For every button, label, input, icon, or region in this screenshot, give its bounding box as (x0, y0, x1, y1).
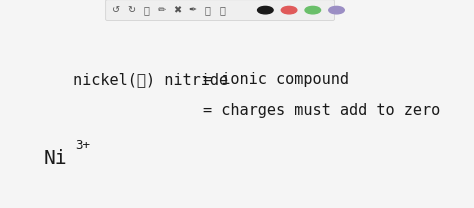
Text: 3+: 3+ (75, 139, 91, 152)
Text: Ni: Ni (43, 149, 67, 168)
Text: ↻: ↻ (128, 5, 136, 15)
Text: 🖼: 🖼 (219, 5, 225, 15)
Circle shape (329, 6, 344, 14)
Text: ✏: ✏ (158, 5, 166, 15)
Text: nickel(Ⅲ) nitride: nickel(Ⅲ) nitride (73, 72, 228, 87)
FancyBboxPatch shape (106, 0, 334, 20)
Text: = ionic compound: = ionic compound (203, 72, 349, 87)
Text: ⌖: ⌖ (144, 5, 150, 15)
Text: ↺: ↺ (112, 5, 120, 15)
Text: ⬜: ⬜ (204, 5, 210, 15)
Text: ✖: ✖ (173, 5, 181, 15)
Text: = charges must add to zero: = charges must add to zero (203, 103, 440, 118)
Circle shape (305, 6, 320, 14)
Circle shape (281, 6, 297, 14)
Text: ✒: ✒ (188, 5, 196, 15)
Circle shape (257, 6, 273, 14)
